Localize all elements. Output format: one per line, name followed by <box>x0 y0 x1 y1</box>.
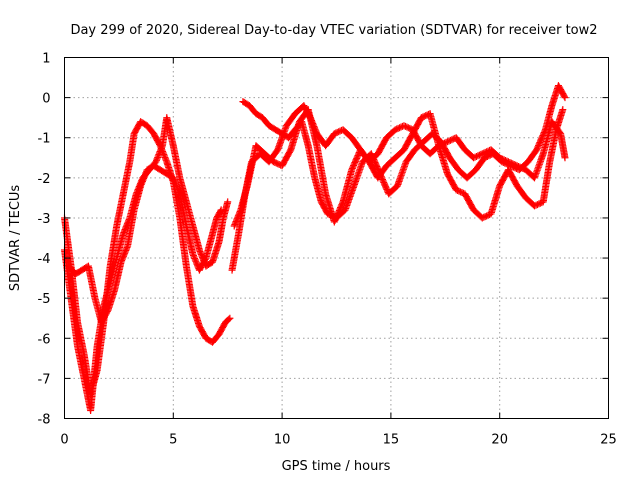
y-axis-label: SDTVAR / TECUs <box>8 185 23 292</box>
y-tick-label: 0 <box>42 92 50 107</box>
x-tick-label: 10 <box>274 433 291 448</box>
y-tick-label: -1 <box>38 132 51 147</box>
data-point <box>225 315 233 323</box>
y-tick-label: 1 <box>42 52 50 67</box>
x-axis-label: GPS time / hours <box>282 459 391 474</box>
series-track-3 <box>65 162 225 326</box>
x-tick-label: 20 <box>491 433 508 448</box>
y-tick-label: -8 <box>38 413 51 428</box>
x-tick-label: 15 <box>383 433 400 448</box>
y-tick-label: -5 <box>38 292 51 307</box>
series-track-2 <box>61 114 232 414</box>
data-point <box>559 106 567 114</box>
y-tick-label: -2 <box>38 172 51 187</box>
y-tick-label: -6 <box>38 332 51 347</box>
data-point <box>561 94 569 102</box>
axis-ticks <box>64 57 609 419</box>
data-point <box>561 154 569 162</box>
x-tick-label: 0 <box>60 433 68 448</box>
y-tick-label: -3 <box>38 212 51 227</box>
y-tick-label: -4 <box>38 252 51 267</box>
data-point <box>217 206 225 214</box>
data-point <box>226 314 234 322</box>
grid-lines <box>64 57 609 419</box>
data-point <box>224 198 232 206</box>
chart-title: Day 299 of 2020, Sidereal Day-to-day VTE… <box>70 23 597 38</box>
data-point <box>560 92 568 100</box>
tick-labels: 0 5 10 15 20 25 -8 -7 -6 -5 -4 -3 -2 -1 0 1 <box>38 52 617 448</box>
x-tick-label: 5 <box>169 433 177 448</box>
plot-frame <box>64 57 609 419</box>
x-tick-label: 25 <box>600 433 617 448</box>
data-marks <box>61 82 569 414</box>
series-track-6 <box>239 82 569 222</box>
data-point <box>216 207 224 215</box>
data-point <box>541 127 549 135</box>
y-tick-label: -7 <box>38 372 51 387</box>
